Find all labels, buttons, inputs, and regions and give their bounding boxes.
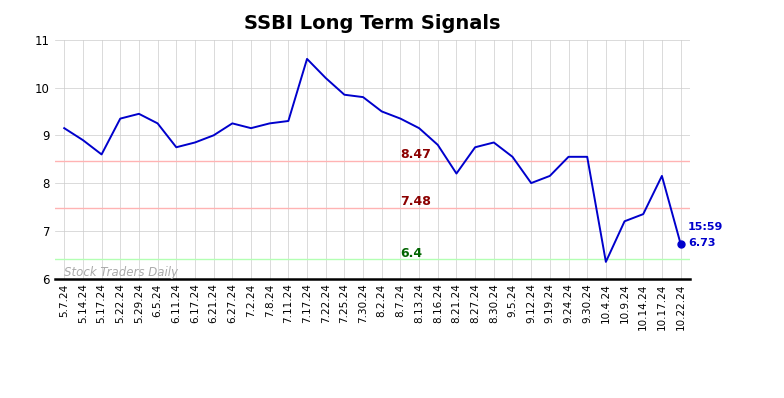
Text: 8.47: 8.47 bbox=[401, 148, 431, 161]
Text: 7.48: 7.48 bbox=[401, 195, 431, 208]
Text: Stock Traders Daily: Stock Traders Daily bbox=[64, 266, 178, 279]
Text: 15:59: 15:59 bbox=[688, 222, 724, 232]
Text: 6.4: 6.4 bbox=[401, 247, 423, 259]
Title: SSBI Long Term Signals: SSBI Long Term Signals bbox=[244, 14, 501, 33]
Text: 6.73: 6.73 bbox=[688, 238, 716, 248]
